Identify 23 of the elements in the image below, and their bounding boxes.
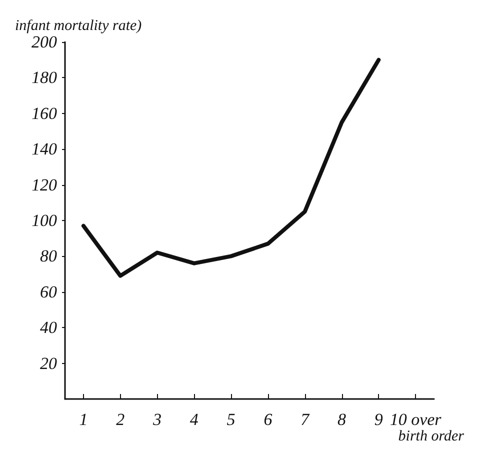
x-tick-label: 5 xyxy=(226,410,236,429)
x-tick-label: 6 xyxy=(264,410,273,429)
y-tick-label: 160 xyxy=(32,104,58,123)
x-axis-title: birth order xyxy=(398,428,464,444)
y-tick-label: 100 xyxy=(32,211,58,230)
x-tick-label: 4 xyxy=(190,410,199,429)
y-tick-label: 20 xyxy=(40,354,58,373)
x-tick-label: 3 xyxy=(152,410,162,429)
x-tick-label: 9 xyxy=(374,410,384,429)
x-tick-label: 2 xyxy=(116,410,126,429)
y-tick-label: 140 xyxy=(32,140,58,159)
x-tick-label: 7 xyxy=(300,410,311,429)
y-tick-label: 60 xyxy=(40,282,58,302)
x-tick-label: 8 xyxy=(338,410,346,429)
line-series xyxy=(81,58,381,278)
y-tick-label: 80 xyxy=(40,246,58,266)
y-tick-label: 40 xyxy=(40,318,58,338)
x-tick-label: 10 over xyxy=(390,410,442,429)
y-axis-title: infant mortality rate) xyxy=(15,18,142,34)
y-tick-label: 120 xyxy=(32,175,58,194)
y-tick-label: 200 xyxy=(32,32,58,52)
x-tick-label: 1 xyxy=(79,410,88,429)
y-tick-label: 180 xyxy=(32,68,58,88)
